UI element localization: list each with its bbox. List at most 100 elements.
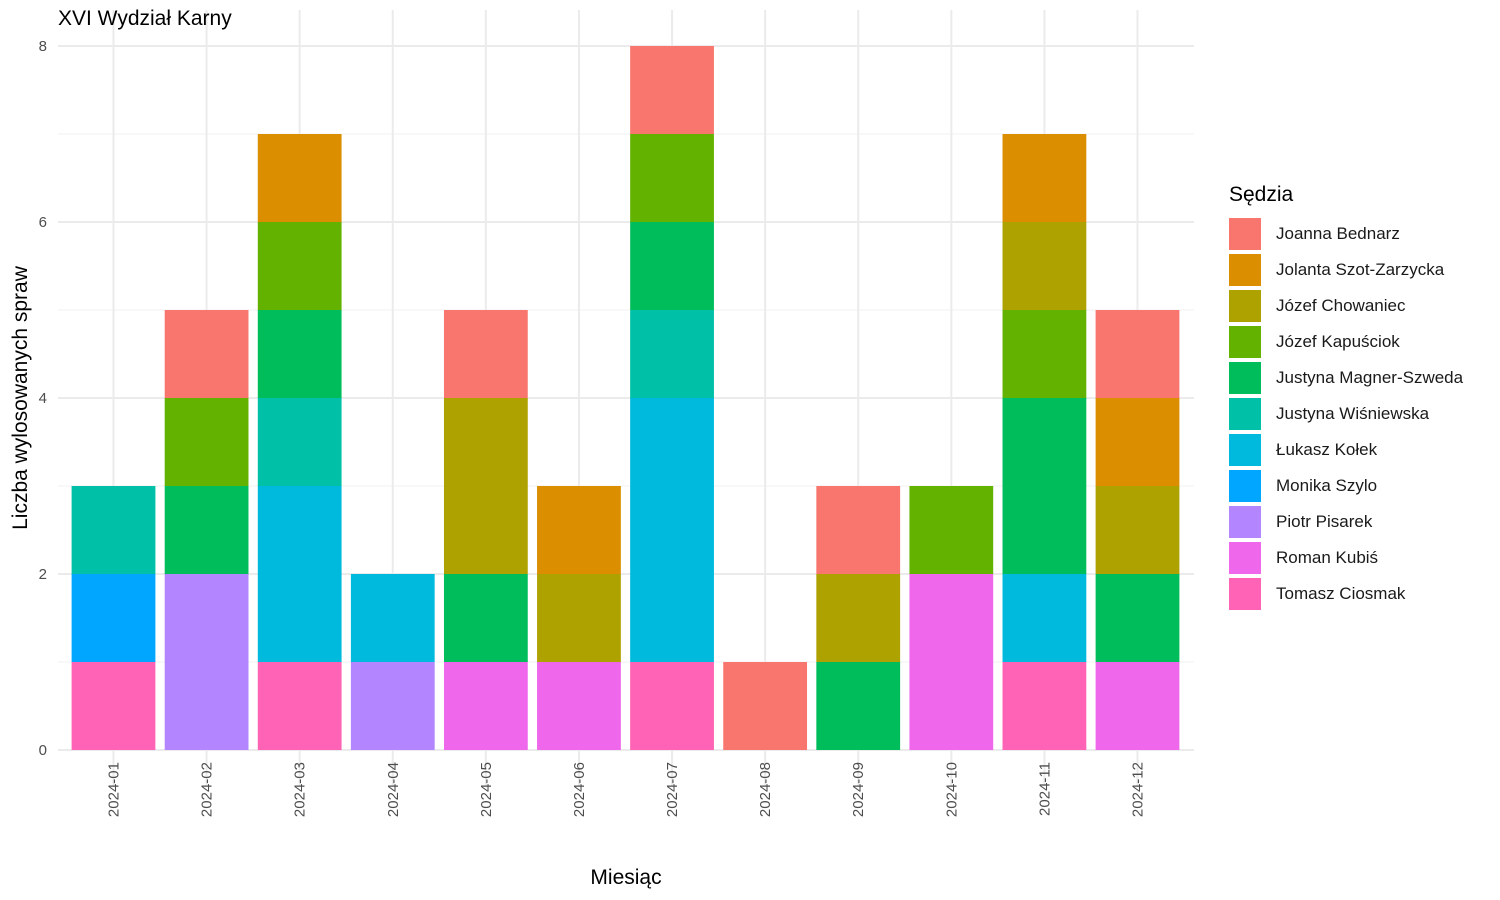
legend-key [1229,254,1261,286]
bar-segment [257,310,342,398]
y-axis-title: Liczba wylosowanych spraw [9,266,32,530]
bar-segment [350,574,435,662]
bar-segment [71,574,156,662]
legend-item: Józef Chowaniec [1229,288,1463,324]
bar-segment [630,134,714,222]
bar-segment [630,310,714,398]
y-tick-label: 0 [39,742,47,759]
bar-segment [350,662,435,750]
bar-segment [257,486,342,662]
bar-segment [257,134,342,222]
legend: Sędzia Joanna Bednarz Jolanta Szot-Zarzyc… [1229,183,1463,612]
bar-segment [630,662,714,750]
y-tick-label: 2 [39,566,47,583]
bar-segment [909,486,994,574]
legend-key [1229,398,1261,430]
legend-item: Łukasz Kołek [1229,432,1463,468]
bar-segment [909,574,994,750]
x-tick-label: 2024-03 [292,762,309,817]
bar-segment [443,574,528,662]
x-axis-title: Miesiąc [590,866,662,889]
legend-label: Piotr Pisarek [1276,512,1373,531]
bar-segment [1095,398,1180,486]
legend-key [1229,470,1261,502]
bar-segment [257,662,342,750]
legend-key [1229,326,1261,358]
bar-segment [71,662,156,750]
legend-item: Tomasz Ciosmak [1229,576,1463,612]
legend-key [1229,506,1261,538]
bar-segment [816,574,901,662]
legend-items: Joanna Bednarz Jolanta Szot-Zarzycka Józef… [1229,216,1463,612]
y-tick-label: 6 [39,214,47,231]
bar-segment [443,662,528,750]
bar-segment [1002,222,1087,310]
legend-label: Jolanta Szot-Zarzycka [1276,260,1445,279]
bar-segment [71,486,156,574]
legend-key [1229,218,1261,250]
legend-key [1229,362,1261,394]
legend-label: Łukasz Kołek [1276,440,1378,459]
bar-segment [164,486,249,574]
bar-segment [630,398,714,662]
x-tick-label: 2024-04 [385,762,402,817]
x-tick-label: 2024-12 [1130,762,1147,817]
legend-item: Justyna Wiśniewska [1229,396,1463,432]
bar-segment [257,222,342,310]
bar-segment [1002,662,1087,750]
bar-segment [1095,310,1180,398]
legend-item: Justyna Magner-Szweda [1229,360,1463,396]
legend-key [1229,542,1261,574]
bar-segment [1095,574,1180,662]
y-tick-label: 8 [39,38,47,55]
bar-segment [816,486,901,574]
bar-segment [537,662,621,750]
bar-segment [164,310,249,398]
legend-key [1229,578,1261,610]
x-tick-label: 2024-01 [106,762,123,817]
x-tick-label: 2024-02 [199,762,216,817]
legend-item: Joanna Bednarz [1229,216,1463,252]
legend-title: Sędzia [1229,183,1294,206]
bar-segment [537,486,621,574]
bar-segment [443,310,528,398]
bar-segment [1095,486,1180,574]
bar-segment [1002,398,1087,574]
legend-label: Józef Kapuściok [1276,332,1400,351]
y-tick-label: 4 [39,390,47,407]
legend-label: Justyna Magner-Szweda [1276,368,1464,387]
bar-segment [164,574,249,750]
bar-segment [723,662,808,750]
bar-segment [630,46,714,134]
x-tick-label: 2024-05 [478,762,495,817]
bar-segment [630,222,714,310]
x-tick-label: 2024-09 [850,762,867,817]
legend-item: Monika Szylo [1229,468,1463,504]
legend-label: Tomasz Ciosmak [1276,584,1406,603]
legend-item: Roman Kubiś [1229,540,1463,576]
bar-segment [537,574,621,662]
legend-label: Justyna Wiśniewska [1276,404,1430,423]
tick-labels: 0 2 4 6 8 2024-01 2024-02 2024-03 2024-04 2024-05… [39,38,1147,817]
bar-segment [816,662,901,750]
legend-label: Monika Szylo [1276,476,1378,495]
x-tick-label: 2024-07 [664,762,681,817]
bar-segment [1002,134,1087,222]
legend-item: Piotr Pisarek [1229,504,1463,540]
legend-key [1229,290,1261,322]
x-tick-label: 2024-10 [943,762,960,817]
x-tick-label: 2024-11 [1036,762,1053,816]
legend-label: Joanna Bednarz [1276,224,1400,243]
bar-segment [443,398,528,574]
bar-segment [1002,574,1087,662]
bars-group [71,46,1180,750]
chart-title: XVI Wydział Karny [58,7,232,30]
bar-segment [1095,662,1180,750]
bar-segment [164,398,249,486]
x-tick-label: 2024-08 [757,762,774,817]
legend-key [1229,434,1261,466]
bar-segment [257,398,342,486]
legend-label: Roman Kubiś [1276,548,1379,567]
x-tick-label: 2024-06 [571,762,588,817]
